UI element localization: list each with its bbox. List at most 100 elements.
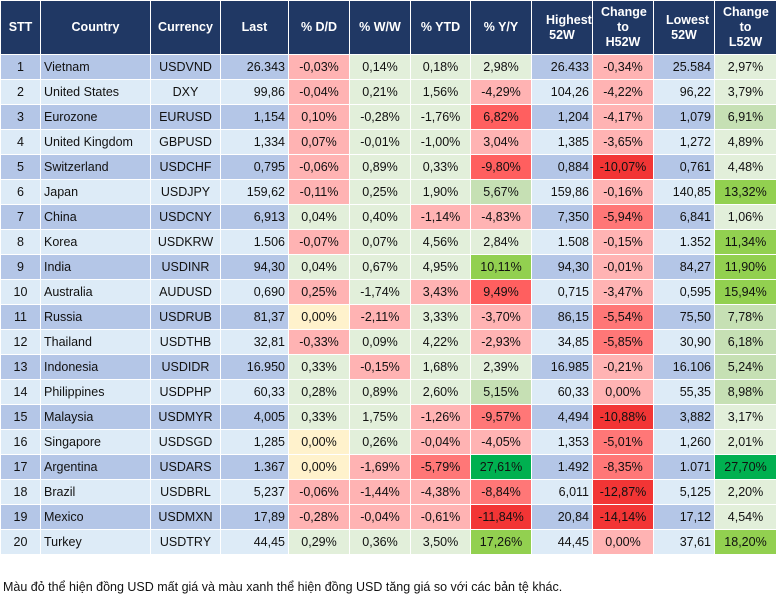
- lowest-52w-cell: 55,35: [653, 379, 715, 405]
- change-l52w-cell: 2,20%: [714, 479, 777, 505]
- dd-cell: 0,33%: [288, 404, 350, 430]
- ytd-cell: 1,56%: [410, 79, 471, 105]
- last-cell: 0,795: [220, 154, 289, 180]
- dd-cell: -0,06%: [288, 154, 350, 180]
- dd-cell: 0,25%: [288, 279, 350, 305]
- country-cell: Russia: [40, 304, 151, 330]
- currency-cell: USDCHF: [150, 154, 221, 180]
- table-row: 8 Korea USDKRW 1.506 -0,07% 0,07% 4,56% 2,84% 1.…: [0, 229, 777, 255]
- currency-cell: USDRUB: [150, 304, 221, 330]
- table-row: 9 India USDINR 94,30 0,04% 0,67% 4,95% 10,11% 94…: [0, 254, 777, 280]
- table-row: 3 Eurozone EURUSD 1,154 0,10% -0,28% -1,76% 6,8…: [0, 104, 777, 130]
- lowest-52w-cell: 1.071: [653, 454, 715, 480]
- last-cell: 99,86: [220, 79, 289, 105]
- ytd-cell: 3,50%: [410, 529, 471, 555]
- change-h52w-cell: -0,15%: [592, 229, 654, 255]
- highest-52w-cell: 7,350: [531, 204, 593, 230]
- country-cell: United Kingdom: [40, 129, 151, 155]
- lowest-52w-cell: 16.106: [653, 354, 715, 380]
- dd-cell: -0,06%: [288, 479, 350, 505]
- change-h52w-cell: -0,16%: [592, 179, 654, 205]
- change-l52w-cell: 2,01%: [714, 429, 777, 455]
- change-l52w-cell: 3,79%: [714, 79, 777, 105]
- highest-52w-cell: 34,85: [531, 329, 593, 355]
- yy-cell: 9,49%: [470, 279, 532, 305]
- ytd-cell: -5,79%: [410, 454, 471, 480]
- last-cell: 26.343: [220, 54, 289, 80]
- change-h52w-cell: -12,87%: [592, 479, 654, 505]
- change-h52w-cell: -5,01%: [592, 429, 654, 455]
- highest-52w-cell: 0,715: [531, 279, 593, 305]
- ww-cell: -0,28%: [349, 104, 411, 130]
- table-row: 2 United States DXY 99,86 -0,04% 0,21% 1,56% -4…: [0, 79, 777, 105]
- ytd-cell: 0,18%: [410, 54, 471, 80]
- stt-cell: 19: [0, 504, 41, 530]
- table-row: 13 Indonesia USDIDR 16.950 0,33% -0,15% 1,68% 2…: [0, 354, 777, 380]
- ww-cell: 0,89%: [349, 379, 411, 405]
- yy-cell: -9,57%: [470, 404, 532, 430]
- country-cell: Thailand: [40, 329, 151, 355]
- currency-cell: USDINR: [150, 254, 221, 280]
- ww-cell: 0,67%: [349, 254, 411, 280]
- stt-cell: 7: [0, 204, 41, 230]
- ytd-cell: 3,33%: [410, 304, 471, 330]
- ytd-cell: -0,61%: [410, 504, 471, 530]
- stt-cell: 15: [0, 404, 41, 430]
- stt-cell: 13: [0, 354, 41, 380]
- ww-cell: 0,25%: [349, 179, 411, 205]
- stt-cell: 9: [0, 254, 41, 280]
- change-l52w-cell: 4,89%: [714, 129, 777, 155]
- country-cell: United States: [40, 79, 151, 105]
- lowest-52w-cell: 140,85: [653, 179, 715, 205]
- currency-cell: USDBRL: [150, 479, 221, 505]
- currency-cell: USDMYR: [150, 404, 221, 430]
- currency-cell: DXY: [150, 79, 221, 105]
- lowest-52w-cell: 37,61: [653, 529, 715, 555]
- ww-cell: 0,21%: [349, 79, 411, 105]
- currency-cell: USDCNY: [150, 204, 221, 230]
- yy-cell: -2,93%: [470, 329, 532, 355]
- stt-cell: 16: [0, 429, 41, 455]
- currency-cell: USDKRW: [150, 229, 221, 255]
- dd-cell: 0,04%: [288, 254, 350, 280]
- last-cell: 0,690: [220, 279, 289, 305]
- change-l52w-cell: 11,90%: [714, 254, 777, 280]
- country-cell: Japan: [40, 179, 151, 205]
- ww-cell: 0,26%: [349, 429, 411, 455]
- change-h52w-cell: -4,17%: [592, 104, 654, 130]
- table-row: 4 United Kingdom GBPUSD 1,334 0,07% -0,01% -1,…: [0, 129, 777, 155]
- stt-cell: 1: [0, 54, 41, 80]
- yy-cell: 5,67%: [470, 179, 532, 205]
- change-l52w-cell: 3,17%: [714, 404, 777, 430]
- ww-cell: 0,89%: [349, 154, 411, 180]
- table-row: 15 Malaysia USDMYR 4,005 0,33% 1,75% -1,26% -9,…: [0, 404, 777, 430]
- country-cell: Australia: [40, 279, 151, 305]
- yy-cell: 6,82%: [470, 104, 532, 130]
- lowest-52w-cell: 25.584: [653, 54, 715, 80]
- highest-52w-cell: 6,011: [531, 479, 593, 505]
- highest-52w-cell: 20,84: [531, 504, 593, 530]
- stt-cell: 20: [0, 529, 41, 555]
- currency-cell: GBPUSD: [150, 129, 221, 155]
- header-yy: % Y/Y: [470, 0, 532, 55]
- currency-cell: USDMXN: [150, 504, 221, 530]
- currency-cell: EURUSD: [150, 104, 221, 130]
- lowest-52w-cell: 75,50: [653, 304, 715, 330]
- last-cell: 1.506: [220, 229, 289, 255]
- yy-cell: 3,04%: [470, 129, 532, 155]
- table-row: 10 Australia AUDUSD 0,690 0,25% -1,74% 3,43% 9,…: [0, 279, 777, 305]
- ytd-cell: 1,90%: [410, 179, 471, 205]
- header-stt: STT: [0, 0, 41, 55]
- ytd-cell: 4,22%: [410, 329, 471, 355]
- change-h52w-cell: -14,14%: [592, 504, 654, 530]
- last-cell: 159,62: [220, 179, 289, 205]
- header-row: STT Country Currency Last % D/D % W/W % …: [0, 0, 777, 55]
- ww-cell: 0,07%: [349, 229, 411, 255]
- stt-cell: 17: [0, 454, 41, 480]
- change-h52w-cell: -5,54%: [592, 304, 654, 330]
- stt-cell: 12: [0, 329, 41, 355]
- change-l52w-cell: 11,34%: [714, 229, 777, 255]
- table-row: 16 Singapore USDSGD 1,285 0,00% 0,26% -0,04% -4…: [0, 429, 777, 455]
- change-h52w-cell: -3,65%: [592, 129, 654, 155]
- yy-cell: 17,26%: [470, 529, 532, 555]
